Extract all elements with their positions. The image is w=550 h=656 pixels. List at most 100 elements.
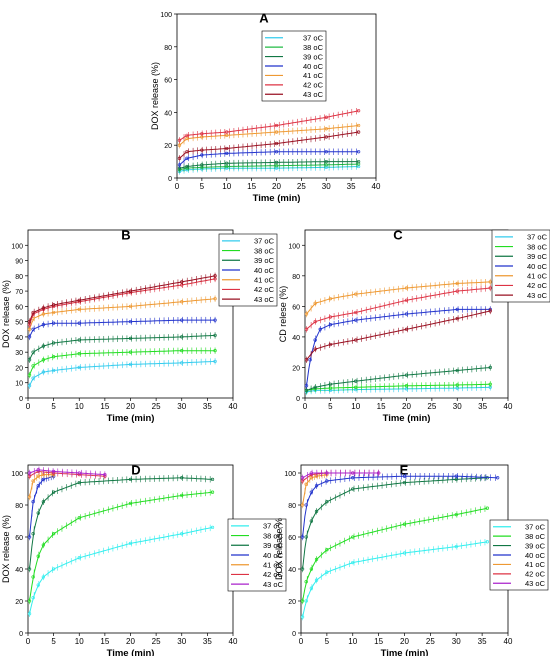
legend-label: 41 oC — [303, 71, 324, 80]
y-tick-label: 20 — [164, 143, 172, 150]
data-point — [354, 318, 358, 322]
data-point — [313, 301, 317, 305]
data-point — [200, 163, 204, 167]
y-tick-label: 40 — [164, 110, 172, 117]
data-point — [225, 161, 229, 165]
data-point — [313, 319, 317, 324]
data-point — [300, 615, 305, 619]
x-tick-label: 5 — [328, 402, 333, 411]
data-point — [356, 109, 361, 113]
data-point — [404, 327, 409, 331]
y-tick-label: 0 — [19, 396, 23, 403]
data-point — [225, 164, 229, 169]
data-point — [325, 500, 329, 504]
legend-label: 43 oC — [527, 291, 548, 300]
series-line — [29, 275, 216, 322]
data-point — [309, 471, 314, 475]
data-point — [27, 599, 32, 603]
data-point — [27, 373, 32, 377]
x-tick-label: 5 — [200, 182, 205, 191]
data-point — [27, 567, 32, 571]
plot-frame — [300, 464, 509, 634]
data-point — [354, 338, 358, 342]
data-point — [36, 484, 40, 488]
series-line — [302, 477, 488, 570]
series-39-oC — [27, 474, 215, 573]
panel-letter: C — [393, 227, 403, 242]
y-tick-label: 80 — [292, 274, 300, 281]
legend-label: 39 oC — [303, 52, 324, 61]
data-point — [324, 127, 328, 131]
data-point — [180, 300, 184, 304]
data-point — [31, 376, 35, 380]
data-point — [41, 370, 46, 374]
series-39-oC — [177, 158, 361, 172]
data-point — [225, 151, 229, 156]
x-axis-label: Time (min) — [107, 413, 155, 424]
data-point — [77, 556, 81, 560]
data-point — [180, 283, 184, 287]
series-line — [306, 308, 491, 386]
data-point — [300, 503, 305, 507]
legend-label: 41 oC — [525, 560, 546, 569]
data-point — [51, 532, 56, 536]
data-point — [31, 575, 35, 579]
x-tick-label: 15 — [100, 637, 109, 646]
data-point — [404, 298, 409, 302]
series-43-oC — [177, 129, 361, 162]
data-point — [309, 519, 314, 523]
data-point — [351, 487, 355, 491]
data-point — [304, 535, 308, 539]
y-tick-label: 30 — [15, 350, 23, 357]
x-tick-label: 15 — [374, 637, 383, 646]
data-point — [304, 580, 308, 584]
x-tick-label: 35 — [478, 402, 487, 411]
data-point — [455, 368, 459, 373]
data-point — [304, 384, 309, 388]
x-tick-label: 5 — [51, 402, 56, 411]
data-point — [27, 495, 32, 499]
x-tick-label: 40 — [229, 402, 238, 411]
data-point — [318, 327, 322, 331]
data-point — [128, 350, 133, 354]
data-point — [351, 560, 355, 565]
data-point — [309, 490, 314, 494]
x-tick-label: 0 — [26, 637, 31, 646]
data-point — [200, 148, 204, 152]
chart-panel-D: D 0 5 10 15 20 25 30 35 40 0 20 40 60 80 100 Time (min) D… — [1, 462, 287, 656]
data-point — [27, 327, 32, 331]
data-point — [77, 298, 81, 302]
data-point — [455, 289, 459, 293]
data-point — [455, 316, 459, 321]
series-line — [302, 507, 488, 602]
y-axis-label: CD relese (%) — [278, 286, 288, 343]
data-point — [51, 341, 56, 345]
data-point — [180, 476, 184, 480]
y-tick-label: 40 — [15, 335, 23, 342]
x-tick-label: 35 — [203, 402, 212, 411]
data-point — [36, 554, 40, 558]
x-axis-label: Time (min) — [253, 193, 301, 204]
data-point — [328, 386, 333, 390]
y-tick-label: 50 — [15, 320, 23, 327]
x-tick-label: 25 — [426, 637, 435, 646]
data-point — [36, 511, 40, 515]
legend-label: 38 oC — [254, 246, 275, 255]
data-point — [351, 471, 355, 475]
data-point — [200, 153, 204, 157]
panel-letter: B — [121, 227, 130, 242]
data-point — [304, 312, 309, 316]
x-tick-label: 15 — [377, 402, 386, 411]
data-point — [31, 364, 35, 368]
chart-panel-B: B 0 5 10 15 20 25 30 35 40 0 10 20 30 40 50 60 70 80 90 100 T… — [1, 227, 278, 424]
x-tick-label: 35 — [478, 637, 487, 646]
x-tick-label: 20 — [400, 637, 409, 646]
data-point — [180, 493, 184, 498]
data-point — [180, 335, 184, 339]
data-point — [51, 310, 56, 315]
legend-label: 42 oC — [527, 281, 548, 290]
x-tick-label: 35 — [347, 182, 356, 191]
y-tick-label: 10 — [15, 381, 23, 388]
x-tick-label: 30 — [177, 402, 186, 411]
